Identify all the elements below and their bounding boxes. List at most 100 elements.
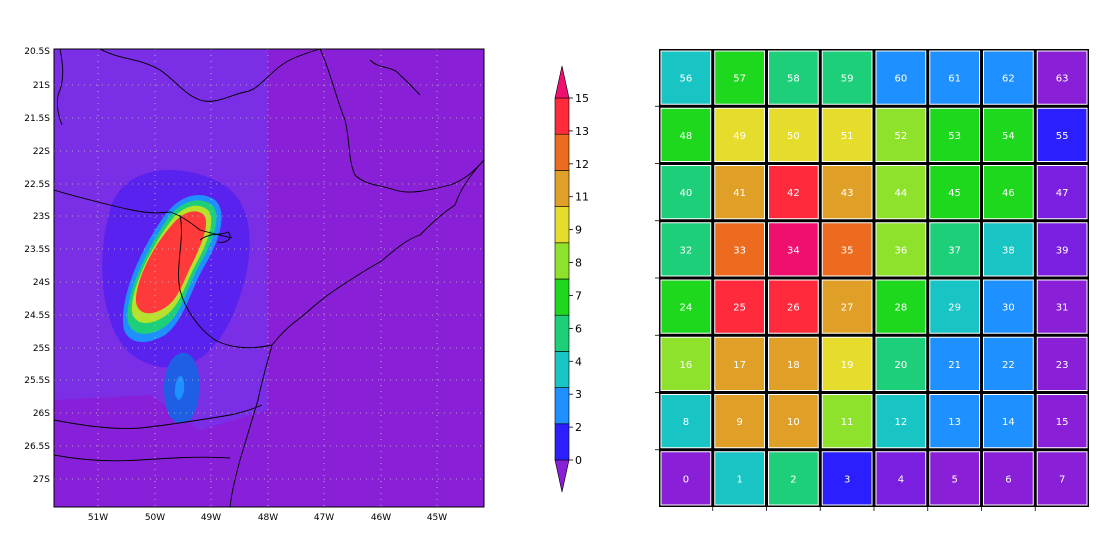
grid-cell	[1036, 451, 1088, 506]
grid-cell-label: 47	[1056, 188, 1069, 199]
grid-cell-label: 37	[948, 245, 961, 256]
grid-cell	[714, 222, 765, 277]
grid-cell-label: 18	[787, 360, 800, 371]
lon-tick-label: 45W	[427, 513, 447, 523]
colorbar-label: 9	[575, 224, 582, 237]
grid-cell-label: 14	[1002, 417, 1015, 428]
colorbar-segment	[554, 133, 570, 171]
grid-cell	[821, 107, 873, 162]
colorbar-label: 15	[575, 92, 589, 105]
colorbar: 15 13 12 11 9 8 7 6 4 3 2 0	[554, 65, 589, 493]
grid-cell	[768, 451, 819, 506]
colorbar-label: 3	[575, 388, 582, 401]
grid-cell-label: 35	[841, 245, 854, 256]
grid-cell-label: 12	[895, 417, 908, 428]
colorbar-label: 0	[575, 454, 582, 467]
lat-tick-label: 20.5S	[24, 47, 50, 57]
grid-cell-label: 39	[1056, 245, 1069, 256]
grid-cell-label: 42	[787, 188, 800, 199]
lat-axis: 20.5S 21S 21.5S 22S 22.5S 23S 23.5S 24S …	[24, 47, 50, 485]
grid-cell	[929, 165, 980, 220]
lat-tick-label: 22S	[33, 147, 50, 157]
map-southwest-field	[54, 395, 268, 507]
colorbar-label: 6	[575, 322, 582, 335]
grid-cell	[929, 107, 980, 162]
colorbar-segment	[554, 206, 570, 244]
lon-tick-label: 51W	[88, 513, 108, 523]
grid-cell-label: 36	[895, 245, 908, 256]
grid-cell-label: 16	[680, 360, 693, 371]
lat-tick-label: 22.5S	[24, 180, 50, 190]
grid-cell-label: 15	[1056, 417, 1069, 428]
grid-cell-label: 43	[841, 188, 854, 199]
grid-cell-label: 11	[841, 417, 854, 428]
lat-tick-label: 25.5S	[24, 376, 50, 386]
grid-cell-label: 21	[948, 360, 961, 371]
colorbar-segment	[554, 314, 570, 352]
grid-cell-label: 8	[683, 417, 689, 428]
grid-cell-label: 7	[1059, 474, 1065, 485]
grid-cell-label: 49	[733, 131, 746, 142]
grid-cell-label: 28	[895, 303, 908, 314]
grid-cell	[875, 279, 927, 334]
colorbar-segment	[554, 242, 570, 280]
grid-cell	[821, 336, 873, 391]
colorbar-segment	[554, 170, 570, 207]
grid-cell-label: 59	[841, 74, 854, 85]
river-parana	[56, 49, 64, 126]
grid-cell	[983, 165, 1034, 220]
grid-cell-label: 62	[1002, 74, 1015, 85]
lon-axis: 51W 50W 49W 48W 47W 46W 45W	[88, 513, 447, 523]
colorbar-label: 2	[575, 421, 582, 434]
grid-cell-label: 52	[895, 131, 908, 142]
lat-tick-label: 24.5S	[24, 311, 50, 321]
grid-cell	[983, 451, 1034, 506]
state-border-sp-mg	[54, 189, 233, 239]
grid-cell	[875, 165, 927, 220]
grid-cell-label: 6	[1005, 474, 1011, 485]
colorbar-segment	[554, 423, 570, 461]
grid-cell	[1036, 336, 1088, 391]
grid-cell	[875, 107, 927, 162]
colorbar-top-arrow	[554, 65, 570, 99]
grid-cell-label: 27	[841, 303, 854, 314]
grid-cell-label: 4	[898, 474, 904, 485]
colorbar-segment	[554, 351, 570, 388]
colorbar-label: 12	[575, 158, 589, 171]
colorbar-label: 4	[575, 355, 582, 368]
grid-cell	[768, 222, 819, 277]
grid-cell-label: 24	[680, 303, 693, 314]
coastline	[229, 159, 484, 507]
grid-cell	[660, 50, 712, 105]
grid-cell-label: 25	[733, 303, 746, 314]
state-border-pr-sp	[178, 214, 273, 349]
grid-cell-label: 33	[733, 245, 746, 256]
grid-cell	[983, 394, 1034, 449]
colorbar-label: 8	[575, 257, 582, 270]
grid-cell-label: 13	[948, 417, 961, 428]
grid-cell-label: 22	[1002, 360, 1015, 371]
grid-cell	[714, 451, 765, 506]
grid-cell	[875, 394, 927, 449]
grid-cell	[1036, 165, 1088, 220]
state-border-sc-rs	[54, 454, 231, 462]
grid-cell-label: 56	[680, 74, 693, 85]
state-border-pr-sc	[54, 404, 263, 429]
colorbar-bottom-arrow	[554, 459, 570, 493]
grid-cell	[660, 279, 712, 334]
lat-tick-label: 24S	[33, 278, 50, 288]
grid-cell-label: 26	[787, 303, 800, 314]
grid-cell	[714, 50, 765, 105]
grid-cell	[821, 451, 873, 506]
grid-cell	[821, 165, 873, 220]
lon-tick-label: 50W	[145, 513, 165, 523]
grid-cell-label: 44	[895, 188, 908, 199]
lat-tick-label: 23.5S	[24, 245, 50, 255]
grid-cell	[821, 394, 873, 449]
grid-cell	[660, 394, 712, 449]
lon-tick-label: 48W	[258, 513, 278, 523]
grid-cell	[1036, 222, 1088, 277]
map-frame	[53, 48, 485, 508]
